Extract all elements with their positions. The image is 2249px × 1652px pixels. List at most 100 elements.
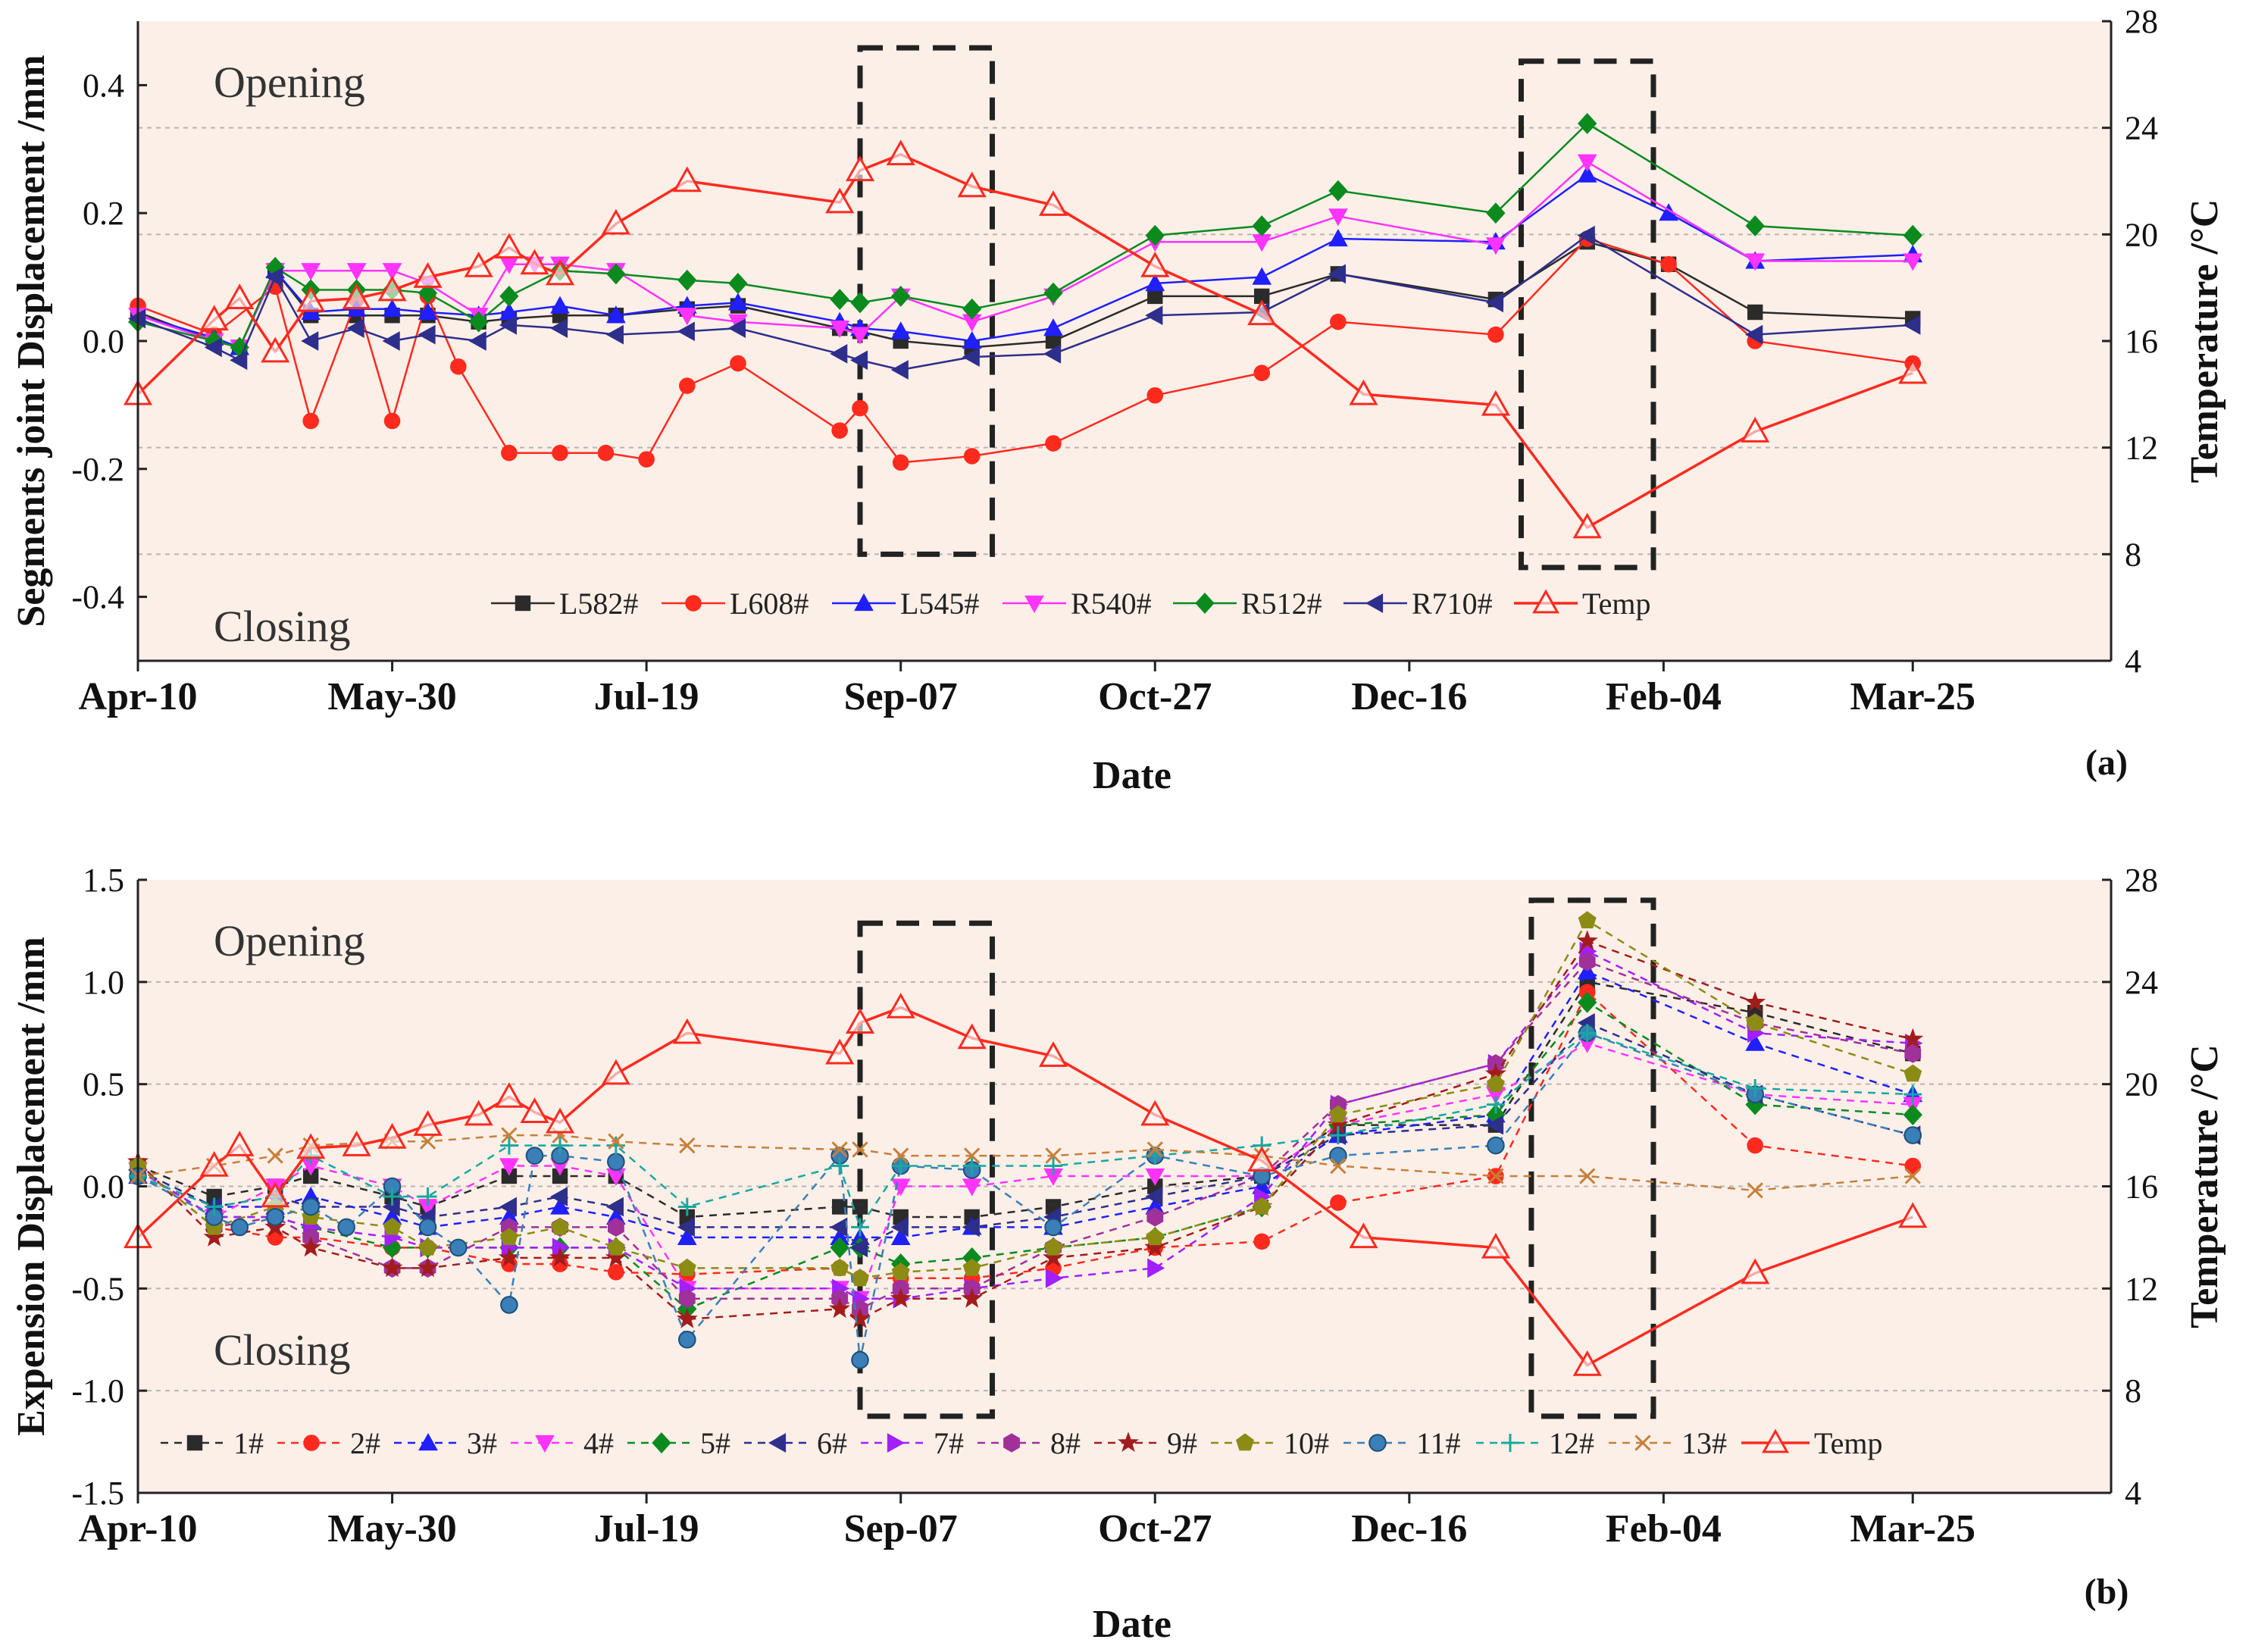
data-point	[469, 311, 489, 333]
data-point	[890, 1287, 912, 1308]
y-tick-label: -1.5	[71, 1475, 124, 1512]
data-point	[1328, 264, 1346, 284]
x-tick-label: Apr-10	[79, 1507, 198, 1550]
x-tick-label: Sep-07	[844, 675, 958, 718]
data-point	[672, 1018, 702, 1044]
data-point	[1485, 1115, 1503, 1135]
data-point	[679, 1137, 696, 1154]
x-tick-label: Oct-27	[1098, 1507, 1212, 1550]
legend-marker	[887, 1433, 906, 1453]
data-point	[551, 1217, 570, 1235]
legend-entry: 4#	[583, 1426, 614, 1460]
data-point	[499, 285, 519, 307]
data-point	[831, 1141, 848, 1158]
data-point	[418, 1237, 437, 1256]
data-point	[1745, 324, 1763, 345]
data-point	[957, 171, 987, 198]
data-point	[265, 267, 283, 287]
data-point	[886, 139, 915, 166]
legend-marker	[1117, 1431, 1140, 1452]
y-tick-label: 0.2	[83, 195, 124, 232]
closing-annotation: Closing	[214, 602, 351, 651]
data-point	[1146, 1141, 1163, 1158]
data-point	[520, 1097, 549, 1123]
data-point	[1330, 1194, 1347, 1211]
highlight-box	[1528, 897, 1656, 1419]
data-point	[679, 377, 696, 394]
data-point	[601, 1059, 630, 1085]
data-point	[1247, 1146, 1277, 1172]
data-point	[449, 1238, 468, 1257]
data-point	[230, 350, 248, 371]
data-point	[500, 1296, 518, 1314]
data-point	[1145, 1168, 1165, 1187]
panel-label: (a)	[2085, 743, 2128, 783]
y-tick-label: -0.2	[71, 451, 124, 488]
data-point	[1330, 313, 1347, 330]
data-point	[830, 344, 848, 364]
data-point	[205, 1197, 224, 1216]
data-point	[413, 262, 443, 288]
data-point	[1253, 1233, 1271, 1250]
legend-entry: L545#	[900, 587, 979, 621]
data-point	[893, 1147, 909, 1164]
legend-entry: 6#	[817, 1426, 847, 1460]
data-point	[342, 283, 371, 309]
data-point	[1349, 1222, 1378, 1249]
data-point	[963, 1147, 981, 1164]
data-point	[830, 1237, 849, 1259]
data-point	[204, 337, 222, 358]
legend-marker	[1501, 1434, 1519, 1452]
data-point	[301, 263, 321, 281]
data-point	[605, 324, 624, 345]
data-point	[608, 1263, 624, 1281]
data-point	[1486, 1075, 1505, 1092]
data-point	[1140, 1100, 1170, 1126]
y2-tick-label: 24	[2125, 964, 2158, 1001]
data-point	[549, 318, 568, 338]
data-point	[545, 1107, 575, 1134]
data-point	[450, 358, 467, 375]
data-point	[1903, 315, 1921, 335]
opening-annotation: Opening	[214, 58, 365, 107]
data-point	[730, 355, 746, 372]
data-point	[1572, 1350, 1602, 1376]
data-point	[1903, 1126, 1922, 1144]
data-point	[852, 399, 868, 417]
legend-entry: L582#	[559, 587, 638, 621]
data-point	[891, 1262, 910, 1280]
data-point	[1745, 1033, 1766, 1051]
data-point	[845, 1008, 875, 1034]
data-point	[1487, 1136, 1505, 1155]
data-point	[605, 1247, 627, 1267]
data-point	[1744, 991, 1766, 1012]
data-point	[1904, 1168, 1921, 1184]
series-l608	[130, 230, 1922, 471]
data-point	[728, 293, 748, 311]
data-point	[552, 1168, 568, 1184]
data-point	[677, 1197, 696, 1216]
data-point	[886, 992, 915, 1018]
data-point	[199, 1150, 229, 1177]
y-tick-label: 1.0	[83, 964, 124, 1001]
x-tick-label: Mar-25	[1850, 1507, 1975, 1550]
data-point	[551, 1136, 570, 1155]
data-point	[1578, 952, 1596, 971]
data-point	[464, 251, 493, 277]
data-point	[1903, 253, 1923, 271]
legend-entry: 8#	[1050, 1426, 1081, 1460]
data-point	[261, 1181, 290, 1208]
data-point	[961, 1287, 983, 1308]
data-point	[1485, 293, 1503, 313]
x-tick-label: Sep-07	[844, 1507, 958, 1550]
data-point	[225, 1131, 255, 1156]
legend-marker	[1195, 593, 1215, 614]
data-point	[962, 298, 982, 320]
y2-tick-label: 20	[2125, 216, 2158, 253]
data-point	[520, 249, 549, 275]
legend-entry: 7#	[934, 1426, 964, 1460]
data-point	[267, 1147, 283, 1164]
legend-marker	[1024, 595, 1044, 614]
data-point	[607, 1153, 625, 1171]
